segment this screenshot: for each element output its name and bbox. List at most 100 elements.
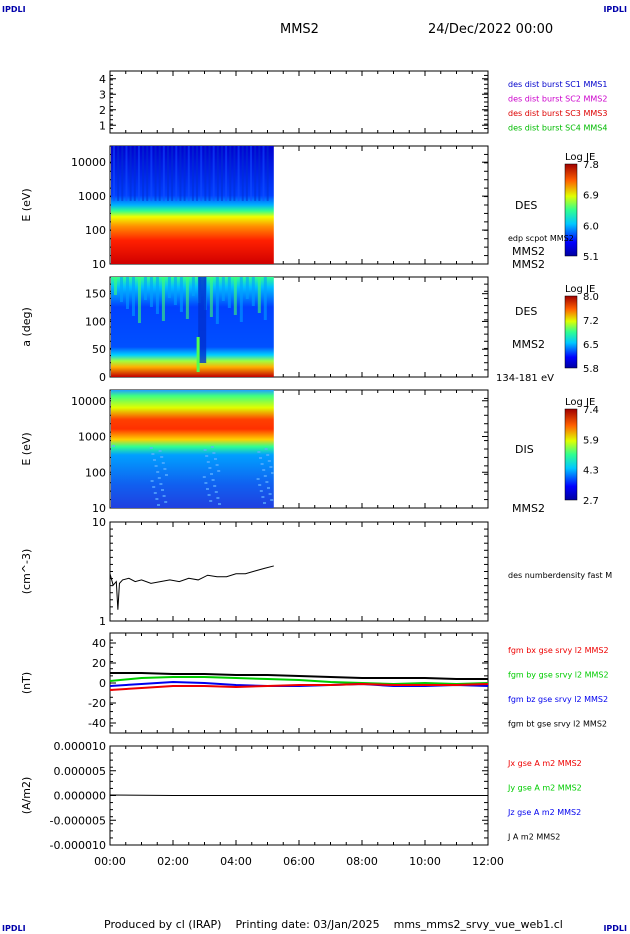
spectro-streak xyxy=(227,277,231,308)
spectro-streak xyxy=(149,277,153,307)
spectro-noise xyxy=(269,466,273,468)
colorbar-tick-label: 5.8 xyxy=(583,364,599,375)
colorbar-tick-label: 6.9 xyxy=(583,191,599,202)
y-axis-title: (cm^-3) xyxy=(20,549,33,595)
series-line-by xyxy=(109,676,489,686)
panel-burst xyxy=(109,70,489,134)
spectro-streak xyxy=(117,146,120,201)
legend-entry: des dist burst SC2 MMS2 xyxy=(508,95,607,104)
spectro-noise xyxy=(258,484,262,486)
spectro-streak xyxy=(212,146,215,201)
spectro-noise xyxy=(264,448,268,450)
spectro-noise xyxy=(217,470,221,472)
spectro-streak xyxy=(233,146,236,201)
colorbar-title: Log JE xyxy=(565,284,595,295)
y-tick-label: 0.000010 xyxy=(54,740,107,753)
spacecraft-label: MMS2 xyxy=(512,338,545,351)
spectro-noise xyxy=(152,486,156,488)
colorbar-title: Log JE xyxy=(565,397,595,408)
y-tick-label: 100 xyxy=(85,224,106,237)
spectro-noise xyxy=(265,481,269,483)
colorbar-tick-label: 2.7 xyxy=(583,496,599,507)
x-tick-label: 00:00 xyxy=(94,855,126,868)
spectro-streak xyxy=(257,277,261,313)
spectro-noise xyxy=(153,492,157,494)
spectro-noise xyxy=(161,489,164,491)
spectro-noise xyxy=(215,464,219,466)
x-tick-label: 12:00 xyxy=(472,855,504,868)
legend-entry: Jz gse A m2 MMS2 xyxy=(507,808,581,817)
spectro-streak xyxy=(241,146,244,201)
y-axis-title: a (deg) xyxy=(20,307,33,347)
spectro-streak xyxy=(258,146,261,201)
y-axis-title: (A/m2) xyxy=(20,777,33,815)
corner-label-bottom-right: IPDLI xyxy=(603,924,627,933)
panel-frame xyxy=(109,70,489,134)
x-tick-label: 10:00 xyxy=(409,855,441,868)
colorbar-tick-label: 7.2 xyxy=(583,316,599,327)
legend-entry: des dist burst SC3 MMS3 xyxy=(508,109,607,118)
colorbar-title: Log JE xyxy=(565,152,595,163)
spectro-noise xyxy=(259,457,262,459)
spectro-noise xyxy=(154,465,158,467)
spectro-noise xyxy=(160,456,164,458)
plot-date: 24/Dec/2022 00:00 xyxy=(428,22,554,37)
spectro-noise xyxy=(210,446,214,448)
spectro-streak xyxy=(125,277,129,309)
spectro-noise xyxy=(267,487,270,489)
spectro-noise xyxy=(218,503,221,505)
spectro-noise xyxy=(263,502,266,504)
spectro-streak xyxy=(191,146,194,201)
spectro-streak xyxy=(220,146,223,201)
corner-label-top-right: IPDLI xyxy=(603,5,627,14)
colorbar-tick-label: 7.8 xyxy=(583,160,599,171)
spectro-streak xyxy=(142,146,145,201)
spectro-streak xyxy=(133,146,136,201)
spectro-noise xyxy=(262,469,266,471)
spectro-streak xyxy=(216,146,219,201)
overlay-label: edp scpot MMS2 xyxy=(508,234,574,243)
spectro-noise xyxy=(156,471,160,473)
spectro-noise xyxy=(208,467,212,469)
spectro-streak xyxy=(131,277,135,316)
energy-range-label: 134-181 eV xyxy=(496,373,554,384)
panel-density xyxy=(109,521,489,622)
spectro-streak xyxy=(239,277,243,322)
x-tick-label: 04:00 xyxy=(220,855,252,868)
spectro-noise xyxy=(268,493,272,495)
y-tick-label: 100 xyxy=(85,315,106,328)
spectro-streak xyxy=(187,146,190,201)
colorbar-tick-label: 6.5 xyxy=(583,340,599,351)
legend-entry: des dist burst SC4 MMS4 xyxy=(508,124,607,133)
colorbar-dis_energy: Log JE7.4 5.9 4.3 2.7 xyxy=(564,397,599,507)
series-line-density xyxy=(109,565,274,610)
spectro-streak xyxy=(251,277,255,306)
species-label: DES xyxy=(515,305,537,318)
spectro-streak xyxy=(245,277,249,299)
spectro-streak xyxy=(173,277,177,305)
colorbar-tick-label: 4.3 xyxy=(583,466,599,477)
colorbar-scale xyxy=(564,163,578,257)
legend-entry: des dist burst SC1 MMS1 xyxy=(508,80,607,89)
spectro-streak xyxy=(119,277,123,302)
spectro-noise xyxy=(164,501,168,503)
spectro-streak xyxy=(200,146,203,201)
species-label: DIS xyxy=(515,443,534,456)
y-tick-label: 10 xyxy=(92,258,106,271)
y-tick-label: -0.000005 xyxy=(50,814,106,827)
spectro-noise xyxy=(260,463,264,465)
spectro-noise xyxy=(165,474,168,476)
spectro-streak xyxy=(204,146,207,201)
corner-label-bottom-left: IPDLI xyxy=(2,924,26,933)
y-tick-label: 10000 xyxy=(71,156,106,169)
legend-entry: des numberdensity fast M xyxy=(508,571,612,580)
spectro-streak xyxy=(137,277,141,323)
spectro-streak xyxy=(237,146,240,201)
spectro-noise xyxy=(161,462,165,464)
y-tick-label: 150 xyxy=(85,288,106,301)
spectro-streak xyxy=(221,277,225,301)
colorbar-tick-label: 7.4 xyxy=(583,405,599,416)
y-tick-label: 0.000000 xyxy=(54,790,107,803)
spectro-streak xyxy=(166,146,169,201)
y-tick-label: 0.000005 xyxy=(54,765,107,778)
